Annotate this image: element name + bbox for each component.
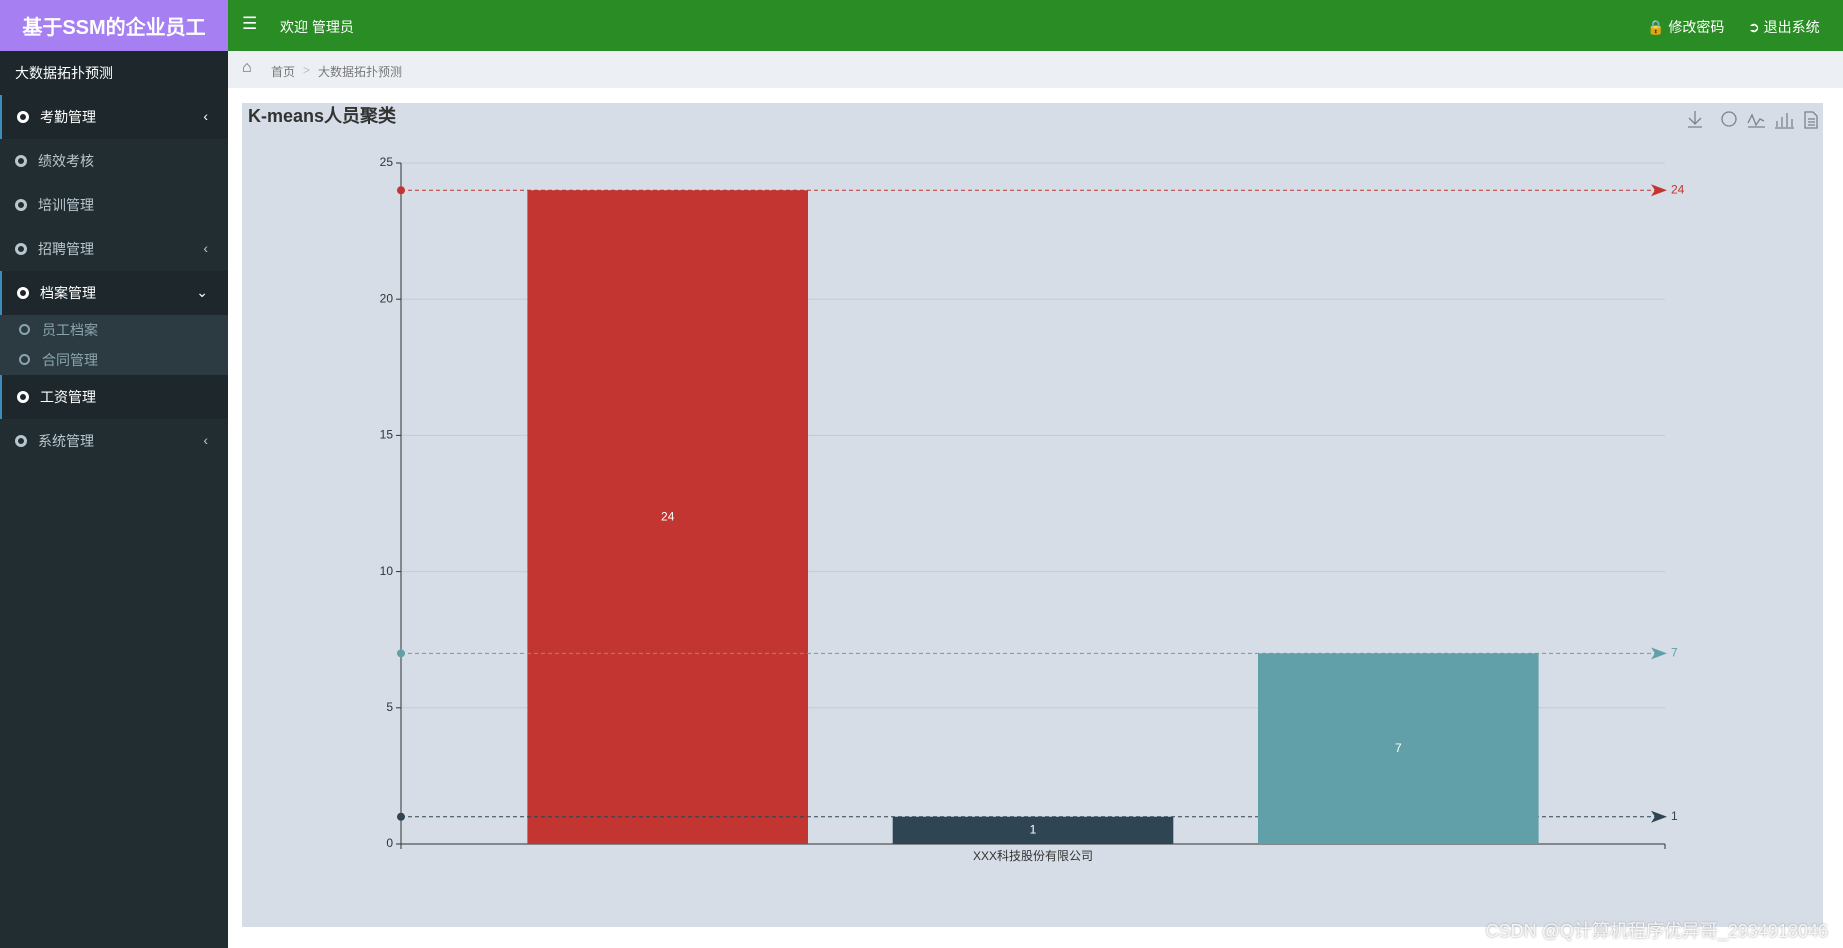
menu-label[interactable]: 档案管理 [40, 285, 96, 301]
tool-restore[interactable] [1721, 111, 1737, 127]
menu-item[interactable]: 培训管理 [0, 183, 228, 227]
x-tick-label: XXX科技股份有限公司 [973, 849, 1093, 863]
tool-data[interactable] [1804, 111, 1818, 129]
menu-label[interactable]: 培训管理 [38, 197, 94, 213]
mark-line-label: 24 [1671, 182, 1685, 196]
watermark: CSDN @Q计算机程序优异哥_2934918046 [1485, 921, 1828, 941]
mark-line-start [397, 186, 405, 195]
chart-title: K-means人员聚类 [248, 105, 397, 126]
bar-label: 7 [1395, 741, 1402, 755]
chart: K-means人员聚类 0 5 10 15 20 25 XXX科技股份有限公司 24 24 1 1 7… [248, 105, 1818, 863]
bar [892, 816, 1174, 844]
mark-line-start [397, 649, 405, 658]
y-tick-label: 15 [380, 428, 394, 442]
top-bar: ☰ 欢迎 管理员 🔒 修改密码 ➲ 退出系统 [228, 0, 1843, 51]
submenu-item[interactable]: 合同管理 [0, 345, 228, 375]
submenu-item[interactable]: 员工档案 [0, 315, 228, 345]
tool-save[interactable] [1688, 111, 1702, 128]
crumb-current: 大数据拓扑预测 [318, 65, 403, 79]
submenu-label[interactable]: 员工档案 [42, 322, 98, 338]
menu-label[interactable]: 绩效考核 [38, 153, 94, 169]
bar [527, 190, 809, 844]
y-tick-label: 25 [380, 155, 394, 169]
toolbox [1688, 111, 1818, 129]
menu-label[interactable]: 系统管理 [38, 433, 94, 449]
menu-label[interactable]: 招聘管理 [38, 241, 94, 257]
y-tick-label: 5 [386, 700, 393, 714]
change-password[interactable]: 🔒 修改密码 [1647, 19, 1725, 35]
crumb-sep: > [303, 63, 311, 77]
bar-label: 1 [1030, 823, 1037, 837]
menu-label[interactable]: 工资管理 [40, 389, 96, 405]
y-tick-label: 10 [380, 564, 394, 578]
mark-line-arrow [1651, 810, 1667, 823]
breadcrumb: ⌂ 首页 > 大数据拓扑预测 [228, 51, 1843, 88]
mark-line-label: 1 [1671, 809, 1678, 823]
bar-label: 24 [661, 509, 675, 523]
logout[interactable]: ➲ 退出系统 [1748, 19, 1820, 35]
home-icon: ⌂ [242, 59, 252, 76]
bar [1257, 653, 1539, 844]
tool-line[interactable] [1747, 113, 1765, 128]
y-tick-label: 0 [386, 836, 393, 850]
submenu-label[interactable]: 合同管理 [42, 352, 98, 368]
menu-item[interactable]: 考勤管理 ‹ [0, 95, 228, 139]
link-text[interactable]: 退出系统 [1763, 19, 1820, 35]
mark-line-start [397, 812, 405, 821]
y-tick-label: 20 [380, 291, 394, 305]
menu-top[interactable]: 大数据拓扑预测 [0, 51, 228, 95]
link-text[interactable]: 修改密码 [1668, 19, 1725, 35]
welcome: 欢迎 管理员 [280, 19, 354, 35]
menu-item[interactable]: 绩效考核 [0, 139, 228, 183]
sidebar: 大数据拓扑预测 考勤管理 ‹ 绩效考核 培训管理 招聘管理 ‹ 档案管理 ⌄ 员工档案… [0, 51, 228, 948]
menu-item[interactable]: 系统管理 ‹ [0, 419, 228, 463]
menu-item[interactable]: 工资管理 [0, 375, 228, 419]
menu-label[interactable]: 考勤管理 [40, 109, 96, 125]
logo: 基于SSM的企业员工 [0, 0, 228, 51]
menu-item[interactable]: 档案管理 ⌄ [0, 271, 228, 315]
crumb-link[interactable]: 首页 [271, 65, 296, 79]
chart-panel: K-means人员聚类 0 5 10 15 20 25 XXX科技股份有限公司 24 24 1 1 7… [242, 103, 1823, 927]
menu-toggle[interactable]: ☰ [242, 14, 258, 33]
tool-bar[interactable] [1775, 113, 1794, 129]
mark-line-arrow [1651, 184, 1667, 197]
mark-line-arrow [1651, 647, 1667, 660]
menu-item[interactable]: 招聘管理 ‹ [0, 227, 228, 271]
mark-line-label: 7 [1671, 645, 1678, 659]
